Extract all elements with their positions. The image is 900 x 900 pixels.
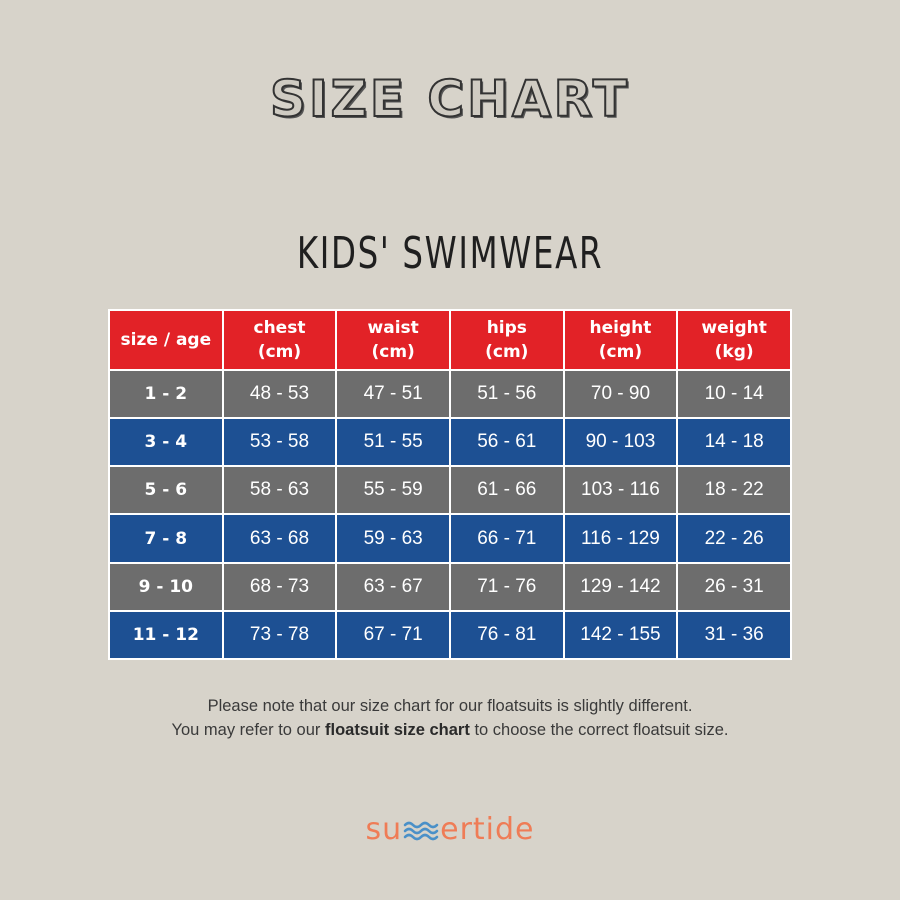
note-line-1: Please note that our size chart for our … [207, 697, 693, 715]
header-waist: waist (cm) [335, 309, 451, 371]
cell-size-age: 11 - 12 [108, 609, 224, 661]
size-chart-table: size / age chest (cm) waist (cm) hips (cm) … [108, 309, 792, 661]
header-height: height (cm) [562, 309, 679, 371]
cell-weight: 26 - 31 [676, 561, 792, 612]
floatsuit-note: Please note that our size chart for our … [0, 694, 900, 742]
page-title: SIZE CHART [269, 69, 631, 129]
table-row: 3 - 4 53 - 58 51 - 55 56 - 61 90 - 103 1… [108, 417, 792, 468]
cell-height: 116 - 129 [562, 513, 679, 564]
cell-waist: 55 - 59 [335, 465, 451, 516]
cell-chest: 68 - 73 [221, 561, 338, 612]
header-chest: chest (cm) [221, 309, 338, 371]
cell-waist: 47 - 51 [335, 368, 451, 420]
table-header-row: size / age chest (cm) waist (cm) hips (cm) … [108, 309, 792, 371]
note-line-2: You may refer to our floatsuit size char… [171, 721, 729, 739]
floatsuit-size-chart-link[interactable]: floatsuit size chart [324, 721, 470, 739]
cell-waist: 63 - 67 [335, 561, 451, 612]
header-weight: weight (kg) [676, 309, 792, 371]
header-size-age: size / age [108, 309, 224, 371]
cell-size-age: 1 - 2 [108, 368, 224, 420]
cell-chest: 53 - 58 [221, 417, 338, 468]
cell-height: 70 - 90 [562, 368, 679, 420]
cell-chest: 63 - 68 [221, 513, 338, 564]
cell-size-age: 5 - 6 [108, 465, 224, 516]
cell-weight: 31 - 36 [676, 609, 792, 661]
cell-size-age: 9 - 10 [108, 561, 224, 612]
table-row: 9 - 10 68 - 73 63 - 67 71 - 76 129 - 142… [108, 561, 792, 612]
waves-icon [403, 821, 439, 840]
cell-hips: 71 - 76 [448, 561, 565, 612]
cell-hips: 56 - 61 [448, 417, 565, 468]
cell-height: 129 - 142 [562, 561, 679, 612]
cell-height: 142 - 155 [562, 609, 679, 661]
cell-chest: 73 - 78 [221, 609, 338, 661]
cell-hips: 66 - 71 [448, 513, 565, 564]
cell-hips: 61 - 66 [448, 465, 565, 516]
cell-chest: 58 - 63 [221, 465, 338, 516]
cell-weight: 14 - 18 [676, 417, 792, 468]
cell-size-age: 7 - 8 [108, 513, 224, 564]
table-row: 5 - 6 58 - 63 55 - 59 61 - 66 103 - 116 … [108, 465, 792, 516]
cell-hips: 51 - 56 [448, 368, 565, 420]
page-subtitle: KIDS' SWIMWEAR [296, 228, 604, 279]
table-row: 1 - 2 48 - 53 47 - 51 51 - 56 70 - 90 10… [108, 368, 792, 420]
cell-chest: 48 - 53 [221, 368, 338, 420]
table-row: 7 - 8 63 - 68 59 - 63 66 - 71 116 - 129 … [108, 513, 792, 564]
table-row: 11 - 12 73 - 78 67 - 71 76 - 81 142 - 15… [108, 609, 792, 661]
cell-waist: 59 - 63 [335, 513, 451, 564]
cell-weight: 18 - 22 [676, 465, 792, 516]
cell-height: 90 - 103 [562, 417, 679, 468]
cell-height: 103 - 116 [562, 465, 679, 516]
cell-hips: 76 - 81 [448, 609, 565, 661]
brand-logo: su ertide [365, 812, 535, 847]
cell-weight: 22 - 26 [676, 513, 792, 564]
cell-weight: 10 - 14 [676, 368, 792, 420]
cell-size-age: 3 - 4 [108, 417, 224, 468]
cell-waist: 51 - 55 [335, 417, 451, 468]
cell-waist: 67 - 71 [335, 609, 451, 661]
header-hips: hips (cm) [448, 309, 565, 371]
